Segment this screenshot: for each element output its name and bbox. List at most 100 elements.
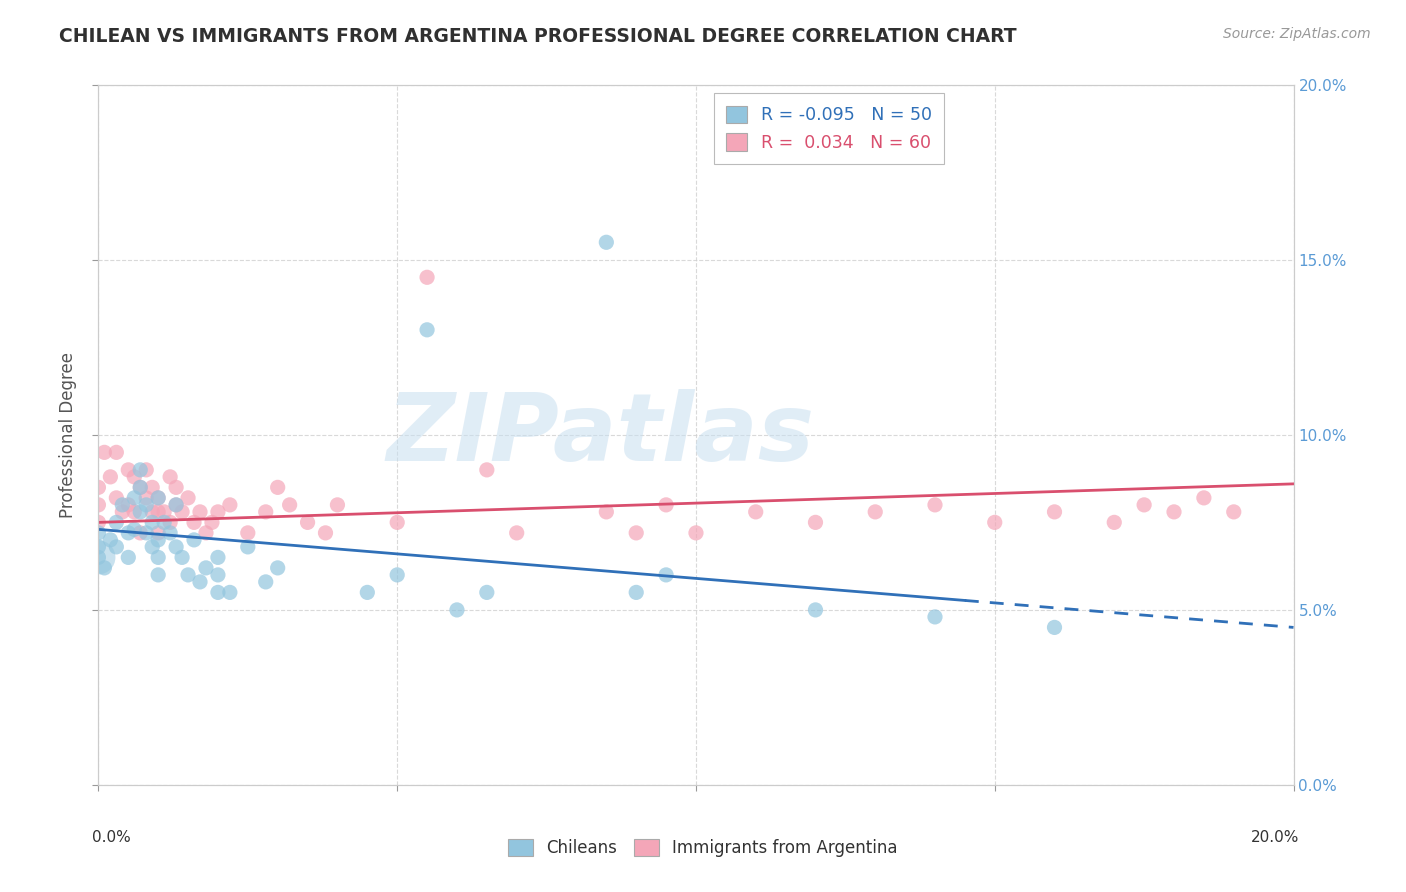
Legend: R = -0.095   N = 50, R =  0.034   N = 60: R = -0.095 N = 50, R = 0.034 N = 60 (714, 94, 945, 164)
Point (159, 525, 181, 540)
Point (446, 603, 468, 617)
Point (236, 540, 259, 554)
Point (87, 480, 110, 494)
Point (188, 574, 211, 589)
Point (165, 498, 187, 512)
Point (219, 498, 242, 512)
Point (254, 505, 277, 519)
Point (87, 550, 110, 565)
Point (141, 540, 163, 554)
Text: Source: ZipAtlas.com: Source: ZipAtlas.com (1223, 27, 1371, 41)
Point (1192, 491, 1215, 505)
Point (219, 585, 242, 599)
Point (924, 498, 946, 512)
Point (804, 603, 827, 617)
Point (177, 568, 200, 582)
Point (153, 505, 176, 519)
Text: 0.0%: 0.0% (93, 830, 131, 846)
Point (172, 505, 194, 519)
Point (278, 498, 301, 512)
Point (124, 470, 146, 484)
Point (153, 516, 176, 530)
Point (93, 445, 115, 459)
Point (1104, 516, 1126, 530)
Point (165, 498, 187, 512)
Point (124, 505, 146, 519)
Point (326, 498, 349, 512)
Text: CHILEAN VS IMMIGRANTS FROM ARGENTINA PROFESSIONAL DEGREE CORRELATION CHART: CHILEAN VS IMMIGRANTS FROM ARGENTINA PRO… (59, 27, 1017, 45)
Point (117, 525, 139, 540)
Point (98, 470, 122, 484)
Point (183, 533, 205, 547)
Point (385, 568, 409, 582)
Point (1043, 620, 1066, 634)
Point (87, 516, 110, 530)
Point (207, 550, 229, 565)
Point (655, 568, 678, 582)
Point (1163, 505, 1185, 519)
Point (93, 561, 115, 575)
Point (655, 498, 678, 512)
Point (105, 516, 128, 530)
Point (148, 533, 170, 547)
Point (356, 585, 378, 599)
Point (124, 522, 146, 536)
Point (506, 525, 529, 540)
Point (626, 585, 648, 599)
Point (745, 505, 768, 519)
Legend: Chileans, Immigrants from Argentina: Chileans, Immigrants from Argentina (502, 832, 904, 864)
Point (195, 561, 218, 575)
Point (135, 463, 157, 477)
Point (201, 516, 224, 530)
Point (685, 525, 707, 540)
Point (135, 498, 157, 512)
Point (177, 491, 200, 505)
Point (129, 505, 152, 519)
Point (148, 550, 170, 565)
Point (595, 235, 617, 250)
Point (148, 491, 170, 505)
Point (207, 568, 229, 582)
Point (148, 525, 170, 540)
Point (475, 585, 498, 599)
Point (924, 610, 946, 624)
Point (188, 505, 211, 519)
Point (129, 525, 152, 540)
Point (984, 516, 1007, 530)
Point (98, 533, 122, 547)
Point (172, 550, 194, 565)
Point (87, 550, 110, 565)
Point (865, 505, 887, 519)
Point (87, 540, 110, 554)
Point (165, 540, 187, 554)
Point (1223, 505, 1246, 519)
Point (416, 323, 439, 337)
Point (1043, 505, 1066, 519)
Point (267, 480, 290, 494)
Point (135, 491, 157, 505)
Point (129, 480, 152, 494)
Point (595, 505, 617, 519)
Point (111, 498, 134, 512)
Point (148, 491, 170, 505)
Point (315, 525, 337, 540)
Text: ZIPatlas: ZIPatlas (387, 389, 814, 481)
Point (236, 525, 259, 540)
Point (135, 525, 157, 540)
Point (207, 505, 229, 519)
Point (626, 525, 648, 540)
Point (141, 480, 163, 494)
Point (141, 505, 163, 519)
Point (159, 516, 181, 530)
Point (87, 525, 110, 540)
Point (207, 585, 229, 599)
Y-axis label: Professional Degree: Professional Degree (59, 351, 77, 518)
Point (416, 270, 439, 285)
Point (385, 516, 409, 530)
Point (297, 516, 319, 530)
Point (129, 480, 152, 494)
Point (165, 480, 187, 494)
Point (475, 463, 498, 477)
Point (183, 516, 205, 530)
Point (87, 498, 110, 512)
